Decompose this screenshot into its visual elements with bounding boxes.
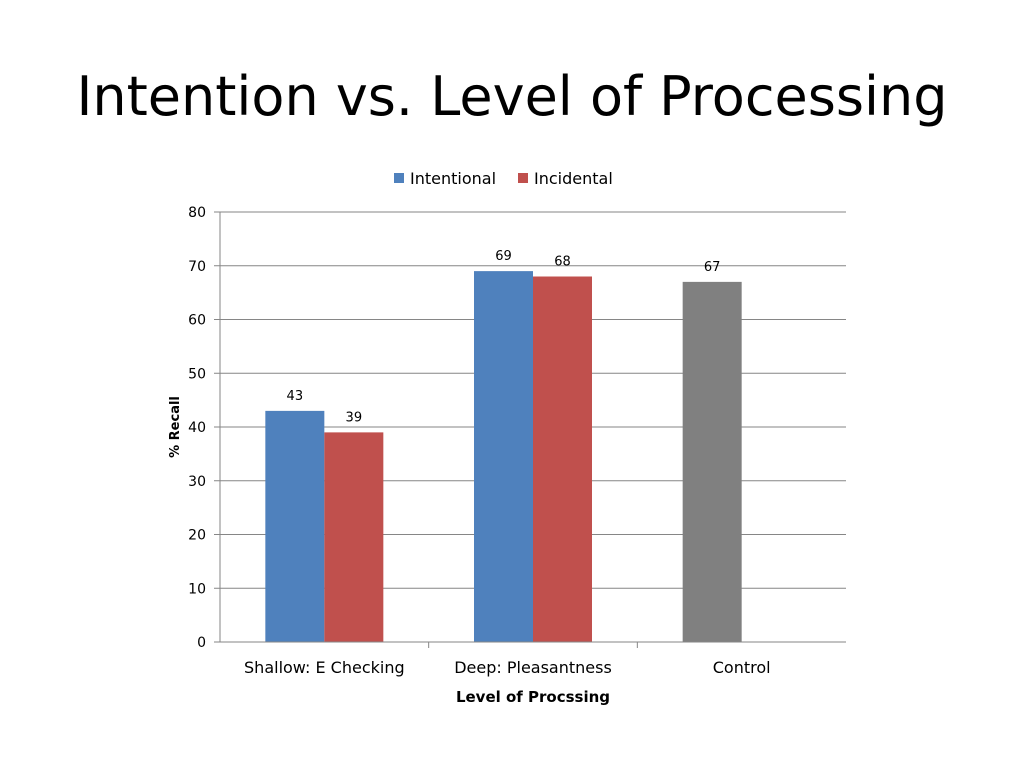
y-tick-label: 30 [188,474,206,490]
y-tick-label: 70 [188,259,206,275]
x-tick-label: Shallow: E Checking [244,658,405,677]
legend: Intentional Incidental [394,169,613,188]
bar-incidental [533,276,592,642]
data-label: 68 [554,255,571,270]
x-tick-label: Deep: Pleasantness [454,658,612,677]
labels: 0 10 20 30 40 50 60 70 80 Shallow: E Checking Deep… [168,205,771,706]
legend-label-incidental: Incidental [534,169,613,188]
slide-title: Intention vs. Level of Processing [76,65,948,128]
y-tick-label: 20 [188,528,206,544]
y-tick-label: 60 [188,313,206,329]
data-label: 69 [495,249,512,264]
bar-intentional [265,410,325,642]
y-tick-label: 0 [197,635,206,651]
data-label: 39 [346,410,363,425]
data-label: 43 [287,389,304,404]
bar-intentional [474,271,533,642]
bar-incidental [324,432,384,642]
bar-control [682,281,742,642]
bars [265,271,742,642]
y-tick-label: 80 [188,205,206,221]
axes [214,211,846,648]
legend-swatch-incidental [518,173,528,183]
legend-label-intentional: Intentional [410,169,496,188]
x-tick-label: Control [713,658,771,677]
y-axis-title: % Recall [168,396,183,458]
y-tick-label: 50 [188,366,206,382]
legend-swatch-intentional [394,173,404,183]
x-axis-title: Level of Procssing [456,688,610,706]
y-tick-label: 10 [188,581,206,597]
y-tick-label: 40 [188,420,206,436]
data-label: 67 [704,260,721,275]
